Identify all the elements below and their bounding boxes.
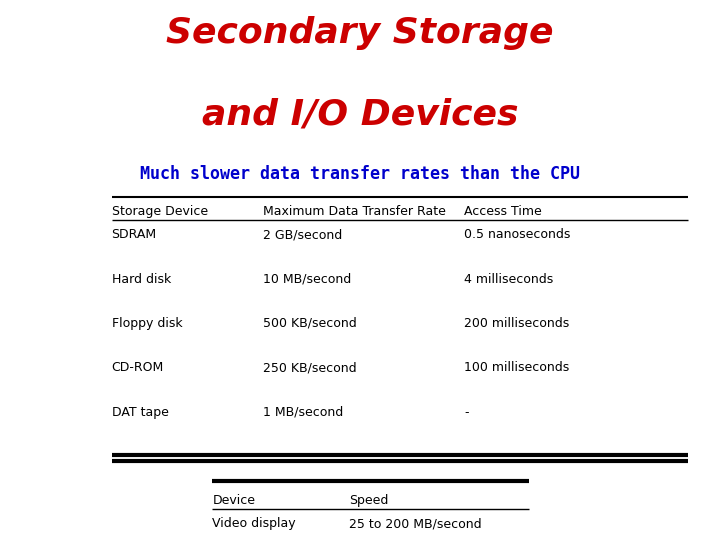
Text: Secondary Storage: Secondary Storage: [166, 16, 554, 50]
Text: 0.5 nanoseconds: 0.5 nanoseconds: [464, 228, 571, 241]
Text: Video display: Video display: [212, 517, 296, 530]
Text: Access Time: Access Time: [464, 205, 542, 218]
Text: and I/O Devices: and I/O Devices: [202, 97, 518, 131]
Text: Floppy disk: Floppy disk: [112, 317, 182, 330]
Text: Hard disk: Hard disk: [112, 273, 171, 286]
Text: Device: Device: [212, 494, 256, 507]
Text: 2 GB/second: 2 GB/second: [263, 228, 342, 241]
Text: 250 KB/second: 250 KB/second: [263, 361, 356, 374]
Text: Maximum Data Transfer Rate: Maximum Data Transfer Rate: [263, 205, 446, 218]
Text: Speed: Speed: [349, 494, 389, 507]
Text: Storage Device: Storage Device: [112, 205, 208, 218]
Text: SDRAM: SDRAM: [112, 228, 157, 241]
Text: 4 milliseconds: 4 milliseconds: [464, 273, 554, 286]
Text: 10 MB/second: 10 MB/second: [263, 273, 351, 286]
Text: 200 milliseconds: 200 milliseconds: [464, 317, 570, 330]
Text: DAT tape: DAT tape: [112, 406, 168, 419]
Text: Much slower data transfer rates than the CPU: Much slower data transfer rates than the…: [140, 165, 580, 183]
Text: 100 milliseconds: 100 milliseconds: [464, 361, 570, 374]
Text: -: -: [464, 406, 469, 419]
Text: 25 to 200 MB/second: 25 to 200 MB/second: [349, 517, 482, 530]
Text: 1 MB/second: 1 MB/second: [263, 406, 343, 419]
Text: 500 KB/second: 500 KB/second: [263, 317, 356, 330]
Text: CD-ROM: CD-ROM: [112, 361, 164, 374]
